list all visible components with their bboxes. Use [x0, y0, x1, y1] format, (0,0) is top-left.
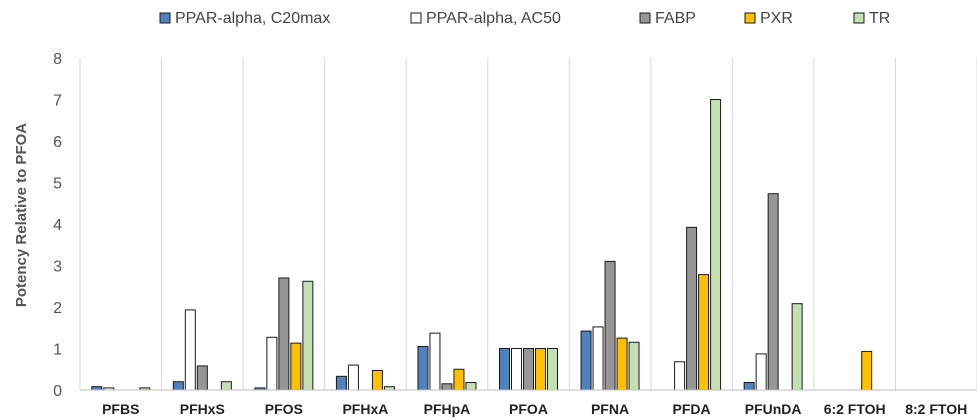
- bar-pfunda-series-2: [767, 193, 779, 391]
- legend-label: TR: [869, 10, 890, 27]
- y-tick-label: 7: [53, 93, 62, 110]
- bar-pfda-series-2: [686, 226, 698, 391]
- y-tick-label: 3: [53, 259, 62, 276]
- bar-pfhxs-series-2: [196, 365, 208, 391]
- category-label: PFOA: [509, 401, 548, 417]
- bar-pfna-series-4: [628, 341, 640, 391]
- legend-label: PPAR-alpha, AC50: [426, 10, 561, 27]
- category-label: 8:2 FTOH: [905, 401, 967, 417]
- category-label: PFDA: [673, 401, 711, 417]
- bar-pfhxs-series-1: [184, 309, 196, 391]
- bar-pfoa-series-3: [535, 348, 546, 391]
- category-label: PFUnDA: [745, 401, 802, 417]
- category-label: PFOS: [265, 401, 303, 417]
- bar-pfda-series-3: [698, 274, 710, 391]
- y-axis-title: Potency Relative to PFOA: [13, 123, 30, 307]
- bar-pfoa-series-2: [523, 348, 534, 391]
- axes: [79, 58, 977, 391]
- bar-pfna-series-0: [580, 330, 592, 391]
- bar-pfna-series-1: [592, 326, 604, 391]
- y-tick-labels: 0 1 2 3 4 5 6 7 8: [53, 51, 62, 400]
- bar-pfhpa-series-0: [417, 345, 429, 391]
- bar-pfna-series-3: [616, 337, 628, 391]
- category-label: PFHpA: [424, 401, 471, 417]
- bar-pfos-series-2: [278, 277, 290, 391]
- bar-pfhxa-series-3: [371, 369, 383, 391]
- bar-pfoa-series-4: [547, 348, 558, 391]
- y-tick-label: 1: [53, 342, 62, 359]
- bar-pfda-series-4: [710, 99, 722, 391]
- bar-pfhpa-series-3: [453, 368, 465, 391]
- legend-swatch: [639, 12, 651, 24]
- bar-pfhpa-series-1: [429, 332, 441, 391]
- y-tick-label: 0: [53, 383, 62, 400]
- bar-pfunda-series-4: [791, 303, 803, 391]
- bar-pfos-series-3: [290, 342, 302, 391]
- category-label: PFHxS: [180, 401, 225, 417]
- y-tick-label: 5: [53, 176, 62, 193]
- legend-label: PXR: [760, 10, 793, 27]
- bars: [91, 99, 873, 391]
- category-label: PFHxA: [342, 401, 388, 417]
- bar-pfunda-series-0: [743, 382, 755, 391]
- bar-pfos-series-4: [302, 280, 314, 391]
- category-label: 6:2 FTOH: [824, 401, 886, 417]
- legend-label: FABP: [655, 10, 696, 27]
- bar-pfhpa-series-2: [441, 383, 453, 391]
- bar-pfna-series-2: [604, 260, 616, 391]
- y-tick-label: 8: [53, 51, 62, 68]
- bar-pfhpa-series-4: [465, 382, 477, 391]
- bar-pfoa-series-0: [499, 348, 510, 391]
- bar-pfhxa-series-1: [347, 364, 359, 391]
- y-tick-label: 2: [53, 300, 62, 317]
- legend-swatch: [159, 12, 171, 24]
- legend: PPAR-alpha, C20max PPAR-alpha, AC50 FABP PX…: [159, 10, 890, 27]
- bar-pfhxs-series-0: [172, 381, 184, 391]
- legend-swatch: [853, 12, 865, 24]
- y-tick-label: 4: [53, 217, 62, 234]
- category-label: PFNA: [591, 401, 629, 417]
- bar-6-2-ftoh-series-3: [861, 350, 873, 391]
- y-tick-label: 6: [53, 134, 62, 151]
- category-label: PFBS: [102, 401, 139, 417]
- bar-pfda-series-1: [674, 361, 686, 391]
- legend-swatch: [744, 12, 756, 24]
- legend-label: PPAR-alpha, C20max: [175, 10, 330, 27]
- bar-pfhxs-series-4: [220, 381, 232, 391]
- bar-pfhxa-series-0: [335, 375, 347, 391]
- bar-pfunda-series-1: [755, 353, 767, 391]
- legend-swatch: [410, 12, 422, 24]
- category-labels: PFBS PFHxS PFOS PFHxA PFHpA PFOA PFNA PFDA PFUnD…: [102, 401, 967, 417]
- bar-pfos-series-1: [266, 336, 278, 391]
- bar-pfoa-series-1: [511, 348, 522, 391]
